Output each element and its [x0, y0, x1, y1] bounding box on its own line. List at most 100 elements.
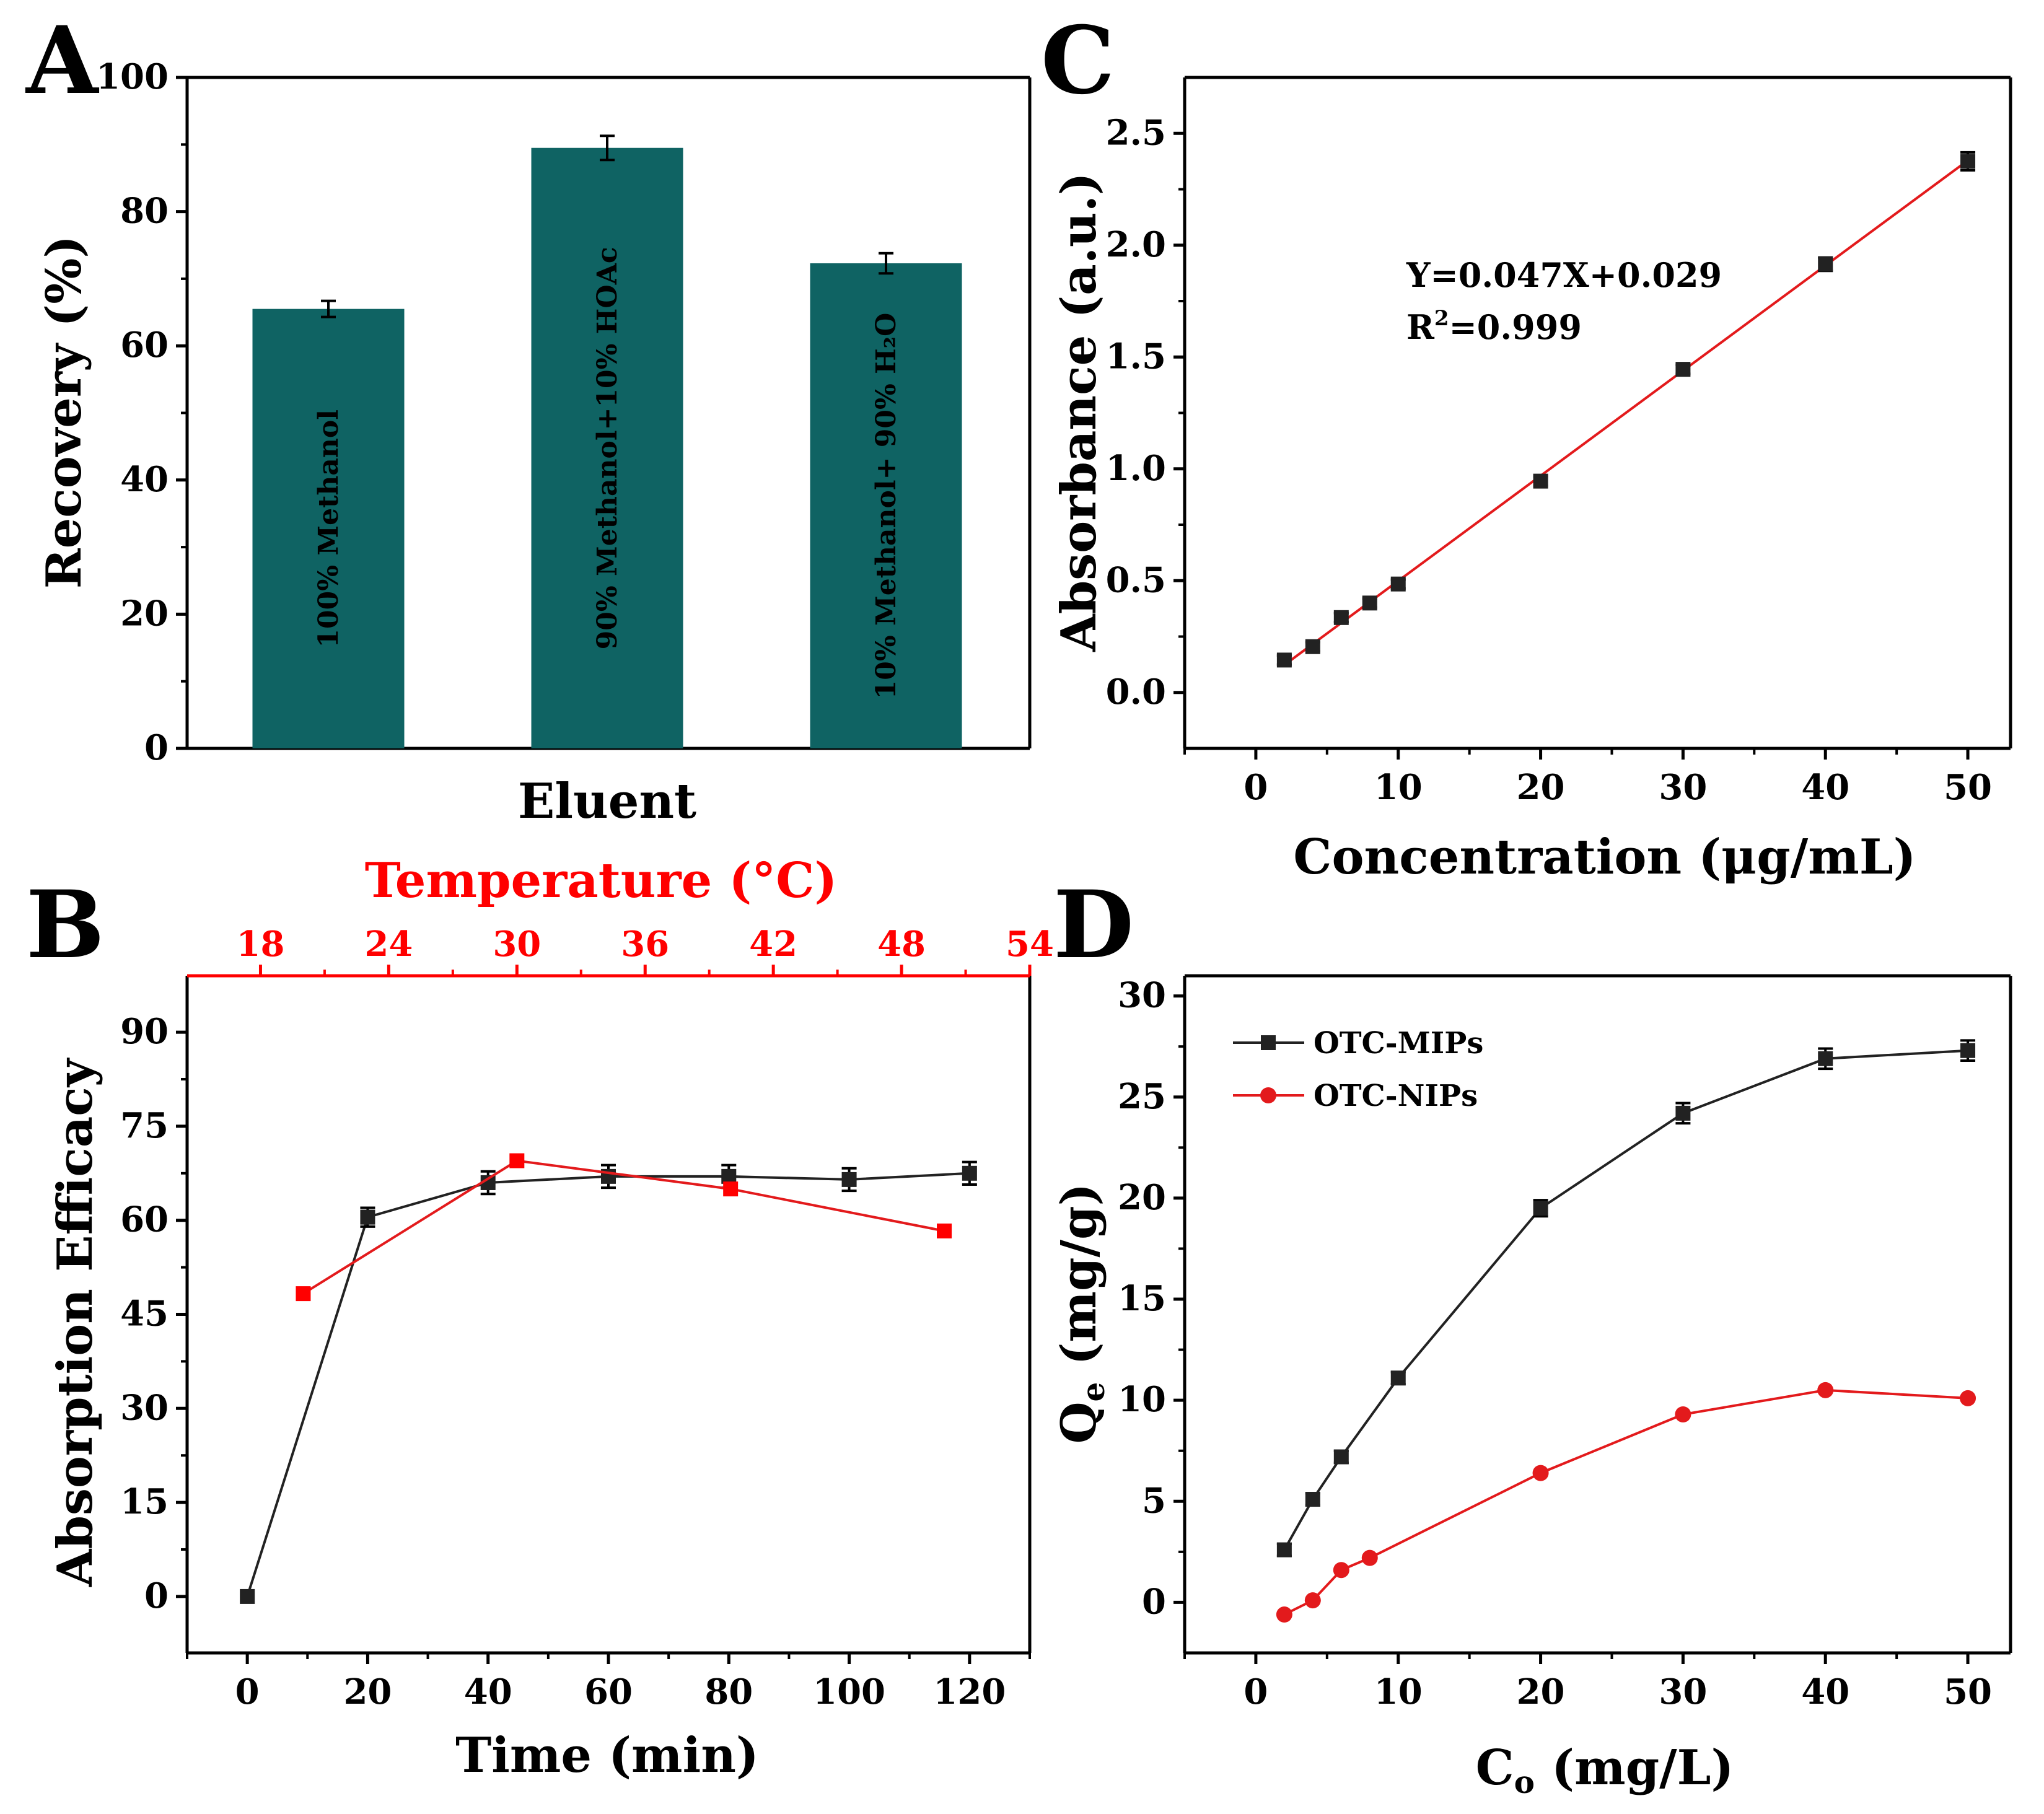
- panel-c-x-tick-label: 10: [1374, 767, 1423, 808]
- panel-a-bar-label: 10% Methanol+ 90% H₂O: [871, 313, 902, 699]
- panel-a-bar: [252, 309, 405, 748]
- panel-d-nips-point: [1960, 1390, 1976, 1406]
- panel-d-x-tick-label: 30: [1659, 1672, 1707, 1712]
- panel-d-xlabel-rest: (mg/L): [1535, 1740, 1734, 1796]
- panel-b-temperature-line: [302, 1159, 945, 1295]
- panel-c-ylabel: Absorbance (a.u.): [1051, 172, 1107, 652]
- panel-c-r2-sup: 2: [1434, 306, 1449, 331]
- panel-b-y-tick-label: 60: [120, 1199, 169, 1240]
- panel-c-point: [1960, 154, 1976, 169]
- panel-b-time-point: [962, 1165, 977, 1181]
- panel-b-top-tick-label: 18: [236, 924, 284, 965]
- panel-d-nips-point: [1361, 1549, 1378, 1566]
- panel-c-x-tick-label: 40: [1801, 767, 1849, 808]
- panel-c-y-tick-label: 0.0: [1106, 672, 1166, 712]
- panel-d-x-tick-label: 0: [1244, 1672, 1268, 1712]
- panel-b-x-tick-label: 20: [343, 1672, 392, 1712]
- panel-b-y-tick-label: 45: [120, 1294, 169, 1334]
- panel-d-ylabel-main: Q: [1051, 1401, 1107, 1444]
- panel-d-ylabel-sub: e: [1075, 1382, 1112, 1402]
- panel-b-top-tick-label: 48: [877, 924, 926, 965]
- panel-d-mips-point: [1960, 1043, 1976, 1058]
- panel-c-point: [1362, 595, 1377, 611]
- panel-d-y-tick-label: 20: [1118, 1177, 1166, 1218]
- panel-a-bar: [810, 263, 962, 749]
- panel-d-mips-point: [1276, 1542, 1292, 1558]
- panel-b-y-tick-label: 75: [120, 1105, 169, 1146]
- panel-d-y-tick-label: 10: [1118, 1379, 1166, 1420]
- panel-c-x-tick-label: 30: [1659, 767, 1707, 808]
- panel-d-nips-point: [1675, 1406, 1691, 1423]
- panel-d-x-tick-label: 40: [1801, 1672, 1849, 1712]
- panel-b-x-tick-label: 80: [704, 1672, 753, 1712]
- panel-d-mips-point: [1818, 1051, 1833, 1066]
- panel-letter-a: A: [25, 6, 100, 115]
- panel-a-y-tick-label: 100: [96, 56, 169, 97]
- panel-a-y-tick-label: 0: [144, 727, 169, 768]
- panel-b-y-tick-label: 90: [120, 1011, 169, 1052]
- panel-c-r2-prefix: R: [1406, 307, 1435, 347]
- panel-b-top-tick-label: 42: [749, 924, 797, 965]
- panel-c-x-tick-label: 0: [1244, 767, 1268, 808]
- panel-d-y-tick-label: 15: [1118, 1278, 1166, 1319]
- panel-d-mips-point: [1533, 1201, 1548, 1216]
- panel-d-y-tick-label: 30: [1118, 975, 1166, 1016]
- panel-d-legend-nips-marker: [1260, 1087, 1276, 1103]
- panel-b-x-tick-label: 0: [235, 1672, 260, 1712]
- panel-b-temperature-point: [723, 1181, 739, 1197]
- panel-letter-c: C: [1041, 6, 1115, 115]
- panel-c-point: [1675, 362, 1691, 377]
- panel-c-y-tick-label: 1.5: [1106, 336, 1166, 377]
- panel-d-line-chart: 0 5 10 15 20 25 30 0 10 20 30 40 50 OTC-MIPs OTC-NIPs: [1118, 974, 2012, 1712]
- panel-a-ylabel: Recovery (%): [36, 235, 92, 589]
- panel-b-y-tick-label: 30: [120, 1387, 169, 1428]
- panel-a-y-tick-label: 40: [120, 459, 169, 500]
- panel-d-mips-point: [1675, 1105, 1691, 1121]
- panel-a-bar-chart: 0 20 40 60 80 100 100% Methanol 90% Methanol+10…: [96, 56, 1032, 768]
- panel-d-y-tick-label: 25: [1118, 1076, 1166, 1117]
- panel-b-top-xlabel: Temperature (°C): [365, 852, 838, 909]
- panel-d-y-tick-label: 5: [1142, 1480, 1166, 1521]
- panel-d-xlabel-main: C: [1476, 1740, 1514, 1796]
- panel-c-point: [1533, 473, 1548, 489]
- panel-b-top-tick-label: 36: [621, 924, 669, 965]
- panel-c-equation: Y=0.047X+0.029: [1406, 255, 1722, 295]
- panel-b-x-tick-label: 60: [584, 1672, 633, 1712]
- panel-c-x-tick-label: 20: [1517, 767, 1565, 808]
- panel-d-nips-point: [1333, 1562, 1349, 1579]
- panel-c-y-tick-label: 2.5: [1106, 112, 1166, 153]
- panel-b-line-chart: 18 24 30 36 42 48 54 0 15 30 45 60 75 90 0 20 40 60 80 100 1…: [120, 924, 1054, 1712]
- panel-c-calibration-chart: 0.0 0.5 1.0 1.5 2.0 2.5 0 10 20 30 40 50: [1106, 76, 2012, 808]
- panel-d-x-tick-label: 10: [1374, 1672, 1423, 1712]
- panel-b-time-line: [246, 1172, 970, 1597]
- panel-a-bar: [531, 147, 683, 749]
- panel-d-mips-point: [1333, 1449, 1349, 1465]
- panel-d-nips-point: [1532, 1465, 1549, 1481]
- panel-d-mips-point: [1305, 1492, 1320, 1507]
- panel-b-xlabel: Time (min): [455, 1727, 759, 1784]
- panel-d-mips-line: [1283, 1049, 1968, 1551]
- panel-a-y-tick-label: 60: [120, 325, 169, 366]
- panel-b-temperature-point: [937, 1223, 952, 1238]
- panel-c-y-tick-label: 1.0: [1106, 448, 1166, 489]
- panel-b-y-tick-label: 0: [144, 1575, 169, 1616]
- panel-d-x-tick-label: 50: [1944, 1672, 1992, 1712]
- panel-c-point: [1276, 652, 1292, 668]
- panel-b-temperature-point: [509, 1153, 525, 1168]
- panel-d-ylabel-rest: (mg/g): [1051, 1183, 1107, 1382]
- panel-d-nips-point: [1276, 1606, 1292, 1623]
- panel-b-x-tick-label: 100: [813, 1672, 885, 1712]
- panel-d-nips-point: [1817, 1382, 1834, 1398]
- panel-a-y-tick-label: 80: [120, 191, 169, 232]
- panel-d-xlabel: Co (mg/L): [1476, 1740, 1734, 1800]
- panel-b-y-tick-label: 15: [120, 1481, 169, 1522]
- panel-c-point: [1305, 639, 1320, 654]
- panel-c-r2: R2=0.999: [1406, 306, 1582, 347]
- panel-b-time-point: [240, 1588, 255, 1604]
- panel-a-xlabel: Eluent: [518, 773, 696, 830]
- panel-d-legend-mips-label: OTC-MIPs: [1314, 1026, 1483, 1061]
- panel-d-nips-point: [1304, 1592, 1321, 1609]
- panel-d-xlabel-sub: o: [1514, 1764, 1535, 1800]
- panel-b-temperature-point: [296, 1286, 311, 1302]
